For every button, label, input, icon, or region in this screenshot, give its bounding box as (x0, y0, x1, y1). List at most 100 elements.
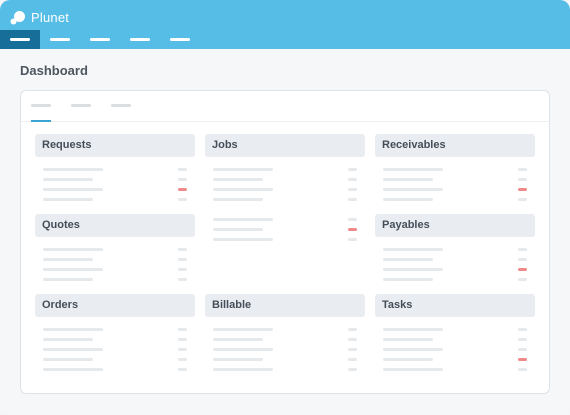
list-item[interactable] (375, 358, 535, 361)
value-placeholder (348, 328, 357, 331)
list-item[interactable] (35, 368, 195, 371)
widget-header[interactable]: Quotes (35, 214, 195, 237)
list-item-label-placeholder (213, 218, 273, 221)
widget-header[interactable]: Billable (205, 294, 365, 317)
list-item[interactable] (205, 358, 365, 361)
widget-header[interactable]: Receivables (375, 134, 535, 157)
list-item[interactable] (375, 368, 535, 371)
value-placeholder (348, 358, 357, 361)
list-item[interactable] (375, 168, 535, 171)
list-item[interactable] (375, 188, 535, 191)
tab-2[interactable] (71, 91, 91, 121)
list-item[interactable] (35, 258, 195, 261)
list-item[interactable] (375, 198, 535, 201)
value-placeholder (348, 218, 357, 221)
tab-3[interactable] (111, 91, 131, 121)
value-placeholder (518, 348, 527, 351)
list-item[interactable] (205, 328, 365, 331)
list-item[interactable] (35, 348, 195, 351)
value-placeholder (348, 338, 357, 341)
value-placeholder (518, 338, 527, 341)
list-item[interactable] (205, 338, 365, 341)
list-item[interactable] (35, 338, 195, 341)
list-item[interactable] (35, 168, 195, 171)
list-item-label-placeholder (383, 258, 433, 261)
plunet-logo-icon (10, 10, 25, 24)
nav-item-placeholder (50, 38, 70, 41)
widget-orders: Orders (35, 294, 195, 371)
list-item[interactable] (375, 178, 535, 181)
value-placeholder (178, 248, 187, 251)
list-item[interactable] (35, 178, 195, 181)
tab-1[interactable] (31, 91, 51, 122)
brand[interactable]: Plunet (9, 8, 69, 26)
tab-placeholder (71, 104, 91, 107)
list-item-label-placeholder (383, 368, 443, 371)
nav-item-placeholder (170, 38, 190, 41)
widget-header[interactable]: Jobs (205, 134, 365, 157)
list-item[interactable] (35, 198, 195, 201)
dashboard-tabs (21, 91, 549, 122)
list-item-label-placeholder (383, 338, 433, 341)
list-item-label-placeholder (43, 168, 103, 171)
list-item-label-placeholder (383, 248, 443, 251)
list-item[interactable] (205, 368, 365, 371)
value-placeholder (178, 268, 187, 271)
widget-jobs: Jobs (205, 134, 365, 201)
nav-item-3[interactable] (80, 30, 120, 49)
widget-header[interactable]: Payables (375, 214, 535, 237)
nav-item-2[interactable] (40, 30, 80, 49)
list-item[interactable] (375, 348, 535, 351)
list-item[interactable] (375, 258, 535, 261)
list-item-label-placeholder (383, 198, 433, 201)
top-bar: Plunet (0, 0, 570, 49)
widget-header[interactable]: Orders (35, 294, 195, 317)
nav-item-1[interactable] (0, 30, 40, 49)
list-item[interactable] (35, 188, 195, 191)
list-item-label-placeholder (213, 328, 273, 331)
list-item-label-placeholder (383, 358, 433, 361)
list-item[interactable] (205, 238, 365, 241)
list-item-label-placeholder (213, 188, 273, 191)
nav-item-5[interactable] (160, 30, 200, 49)
list-item-label-placeholder (213, 168, 273, 171)
list-item[interactable] (205, 348, 365, 351)
widget-header[interactable]: Tasks (375, 294, 535, 317)
list-item[interactable] (205, 198, 365, 201)
list-item[interactable] (35, 268, 195, 271)
list-item[interactable] (35, 248, 195, 251)
value-placeholder (518, 168, 527, 171)
value-placeholder (178, 368, 187, 371)
list-item[interactable] (375, 268, 535, 271)
list-item[interactable] (205, 228, 365, 231)
list-item-label-placeholder (383, 178, 433, 181)
list-item-label-placeholder (213, 228, 263, 231)
list-item[interactable] (35, 328, 195, 331)
list-item[interactable] (375, 278, 535, 281)
list-item[interactable] (205, 188, 365, 191)
list-item[interactable] (205, 168, 365, 171)
list-item[interactable] (375, 328, 535, 331)
widget-header[interactable]: Requests (35, 134, 195, 157)
value-placeholder (348, 348, 357, 351)
page-title: Dashboard (20, 63, 88, 78)
list-item-label-placeholder (43, 268, 103, 271)
list-item-label-placeholder (43, 248, 103, 251)
list-item-label-placeholder (43, 278, 93, 281)
list-item[interactable] (205, 218, 365, 221)
tab-placeholder (31, 104, 51, 107)
list-item[interactable] (375, 338, 535, 341)
value-placeholder (348, 368, 357, 371)
list-item-label-placeholder (43, 358, 93, 361)
value-placeholder (518, 278, 527, 281)
list-item-label-placeholder (383, 268, 443, 271)
list-item[interactable] (375, 248, 535, 251)
list-item[interactable] (35, 278, 195, 281)
widget-quotes: Quotes (35, 214, 195, 281)
nav-item-4[interactable] (120, 30, 160, 49)
list-item[interactable] (35, 358, 195, 361)
list-item[interactable] (205, 178, 365, 181)
list-item-label-placeholder (43, 328, 103, 331)
list-item-label-placeholder (213, 358, 263, 361)
